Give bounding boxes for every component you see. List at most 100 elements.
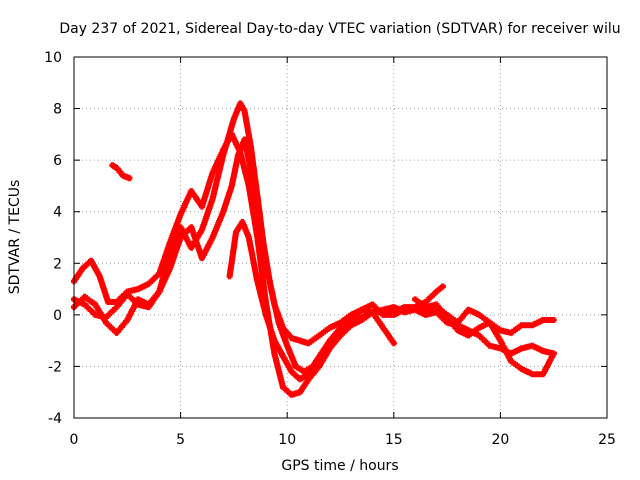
data-point <box>272 339 276 343</box>
data-point <box>530 372 535 376</box>
data-point <box>230 132 234 136</box>
data-point <box>541 372 545 376</box>
data-point <box>434 310 438 314</box>
data-point <box>98 274 102 278</box>
data-point <box>552 318 556 322</box>
x-tick-label: 10 <box>278 432 296 448</box>
data-point <box>115 300 119 304</box>
data-point <box>392 305 396 309</box>
data-point <box>338 331 343 335</box>
data-point <box>228 274 232 278</box>
x-tick-label: 0 <box>70 432 79 448</box>
data-point <box>136 297 140 301</box>
data-point <box>115 166 119 170</box>
x-tick-label: 5 <box>176 432 185 448</box>
y-axis-tick-labels: -4 -2 0 2 4 6 8 10 <box>44 50 62 427</box>
data-point <box>509 351 513 356</box>
data-point <box>168 241 172 245</box>
data-point <box>93 313 97 317</box>
x-tick-label: 20 <box>491 432 509 448</box>
data-point <box>298 377 302 381</box>
data-point <box>424 313 428 317</box>
data-point <box>289 370 294 374</box>
y-tick-label: 8 <box>53 102 62 118</box>
series-trace-4 <box>226 219 557 383</box>
y-tick-label: 6 <box>53 153 62 169</box>
data-point <box>93 302 97 307</box>
data-point <box>338 321 343 325</box>
data-point <box>349 323 353 327</box>
data-point <box>189 225 193 229</box>
data-point <box>272 351 276 356</box>
data-point <box>294 364 298 368</box>
x-tick-label: 25 <box>598 432 616 448</box>
series-trace-5 <box>412 296 557 339</box>
data-point <box>179 235 183 240</box>
data-point <box>520 346 524 350</box>
y-axis-label: SDTVAR / TECUs <box>7 180 23 295</box>
data-point <box>247 235 251 240</box>
data-point <box>200 256 204 260</box>
data-point <box>136 287 140 291</box>
series-line <box>228 220 555 381</box>
data-point <box>211 197 215 201</box>
data-point <box>338 326 343 330</box>
data-point <box>302 370 306 374</box>
data-point <box>147 302 151 307</box>
data-point <box>211 171 215 175</box>
data-point <box>200 205 204 209</box>
data-point <box>520 323 524 327</box>
data-point <box>115 331 119 335</box>
y-tick-label: 4 <box>53 205 62 221</box>
data-point <box>157 290 161 294</box>
data-point <box>115 305 119 309</box>
data-point <box>349 318 353 322</box>
data-point <box>456 328 460 332</box>
data-point <box>221 210 225 214</box>
data-point <box>370 302 375 307</box>
data-point <box>264 313 268 317</box>
y-tick-label: -4 <box>48 411 62 427</box>
data-point <box>255 235 259 240</box>
data-point <box>541 318 545 322</box>
grid-lines <box>74 57 607 418</box>
data-point <box>530 323 535 327</box>
data-point <box>466 308 470 312</box>
data-point <box>238 101 242 105</box>
data-point <box>477 326 481 330</box>
data-point <box>251 179 255 183</box>
data-point <box>381 326 385 330</box>
data-point <box>157 272 161 276</box>
x-axis-label: GPS time / hours <box>281 458 398 474</box>
data-point <box>424 305 428 309</box>
y-tick-label: 10 <box>44 50 62 66</box>
data-point <box>285 344 289 348</box>
data-point <box>104 321 108 325</box>
data-point <box>381 313 385 317</box>
data-point <box>89 259 93 263</box>
data-point <box>434 290 438 294</box>
chart-title: Day 237 of 2021, Sidereal Day-to-day VTE… <box>59 21 620 37</box>
data-point <box>168 266 172 270</box>
data-point <box>434 302 438 307</box>
data-point <box>147 282 151 286</box>
data-point <box>298 390 302 394</box>
y-tick-label: 2 <box>53 256 62 272</box>
data-point <box>488 321 492 325</box>
data-point <box>552 351 556 356</box>
data-point <box>83 302 87 307</box>
data-point <box>211 235 215 240</box>
data-point <box>328 344 332 348</box>
data-point <box>268 282 272 286</box>
data-point <box>360 318 364 322</box>
x-tick-label: 15 <box>385 432 403 448</box>
data-point <box>306 341 311 345</box>
y-tick-label: 0 <box>53 308 62 324</box>
data-point <box>328 326 332 330</box>
data-point <box>234 230 238 234</box>
plot-frame <box>73 56 608 419</box>
data-point <box>277 321 281 325</box>
y-tick-label: -2 <box>48 359 62 375</box>
data-point <box>200 228 204 232</box>
